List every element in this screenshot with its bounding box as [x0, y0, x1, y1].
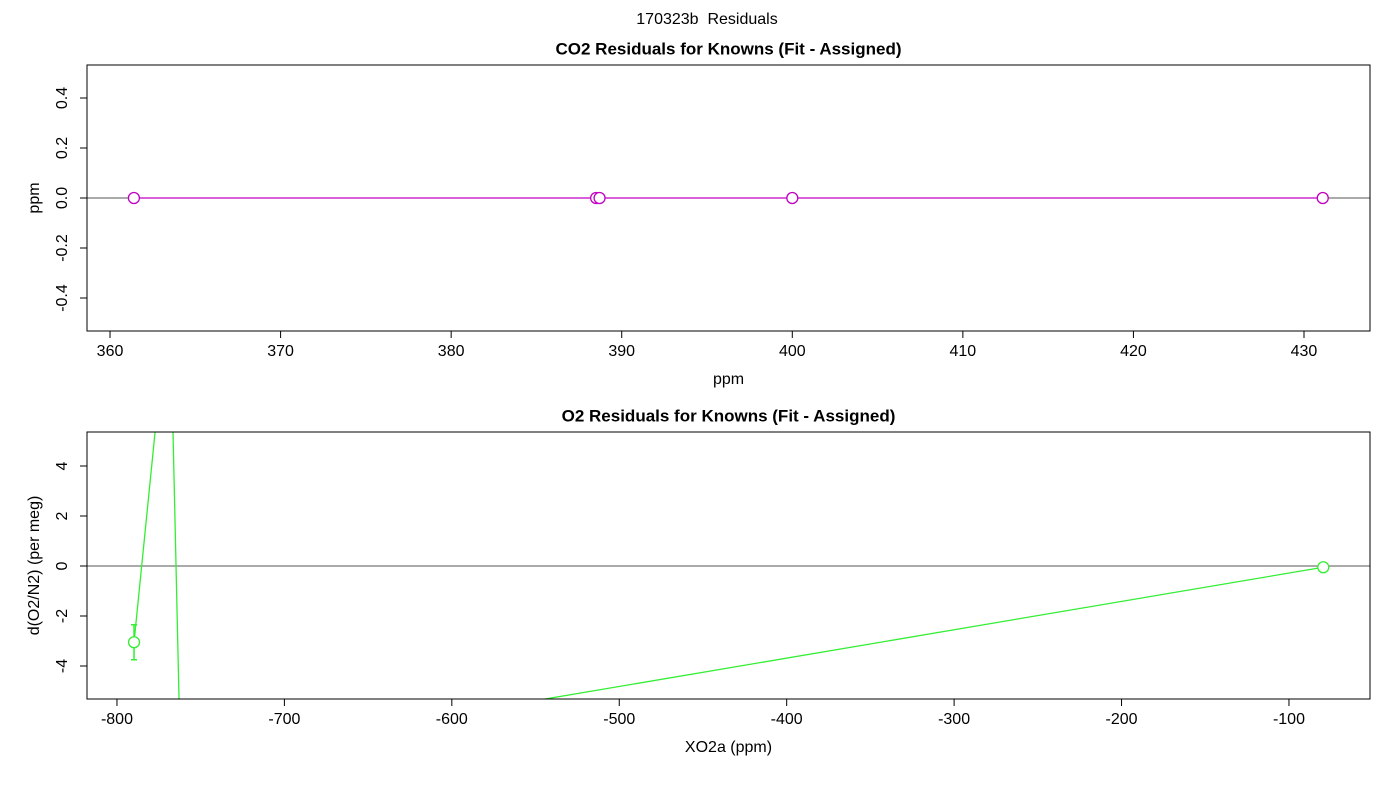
plot-area [87, 191, 1370, 205]
x-tick-label: 400 [779, 343, 806, 360]
y-tick-label: 2 [54, 511, 71, 520]
x-tick-label: -600 [436, 711, 468, 728]
x-tick-label: -500 [603, 711, 635, 728]
figure-title: 170323b Residuals [636, 11, 777, 28]
y-tick-label: -2 [54, 609, 71, 623]
y-tick-label: -4 [54, 659, 71, 673]
x-tick-label: -400 [771, 711, 803, 728]
chart-title: CO2 Residuals for Knowns (Fit - Assigned… [555, 39, 901, 58]
x-tick-label: -200 [1106, 711, 1138, 728]
x-axis-label: XO2a (ppm) [685, 739, 772, 756]
point [593, 191, 606, 205]
x-tick-label: 380 [438, 343, 465, 360]
x-axis-label: ppm [713, 371, 744, 388]
y-axis-label: ppm [26, 182, 43, 213]
x-tick-label: 410 [950, 343, 977, 360]
x-tick-label: 370 [267, 343, 294, 360]
x-tick-label: 390 [608, 343, 635, 360]
y-tick-label: 0.4 [54, 87, 71, 109]
point [127, 636, 141, 649]
y-tick-label: -0.4 [54, 284, 71, 312]
x-tick-label: 360 [97, 343, 124, 360]
y-tick-label: 0 [54, 561, 71, 570]
chart-title: O2 Residuals for Knowns (Fit - Assigned) [562, 406, 896, 425]
point [786, 191, 799, 205]
x-tick-label: -800 [101, 711, 133, 728]
plot-frame [86, 64, 1371, 332]
y-tick-label: 0.2 [54, 137, 71, 159]
x-tick-label: 420 [1120, 343, 1147, 360]
x-tick-label: -100 [1273, 711, 1305, 728]
y-tick-label: -0.2 [54, 234, 71, 262]
x-tick-label: -700 [268, 711, 300, 728]
y-tick-label: 4 [54, 461, 71, 470]
x-tick-label: -300 [938, 711, 970, 728]
plot-frame [86, 431, 1371, 700]
point [164, 281, 175, 292]
x-tick-label: 430 [1291, 343, 1318, 360]
point [175, 755, 186, 766]
point [1317, 561, 1330, 574]
point [1316, 191, 1329, 205]
series-line [133, 432, 1324, 699]
y-axis-label: d(O2/N2) (per meg) [26, 496, 43, 636]
plot-area [87, 281, 1370, 766]
y-tick-label: 0.0 [54, 187, 71, 209]
point [127, 191, 141, 205]
